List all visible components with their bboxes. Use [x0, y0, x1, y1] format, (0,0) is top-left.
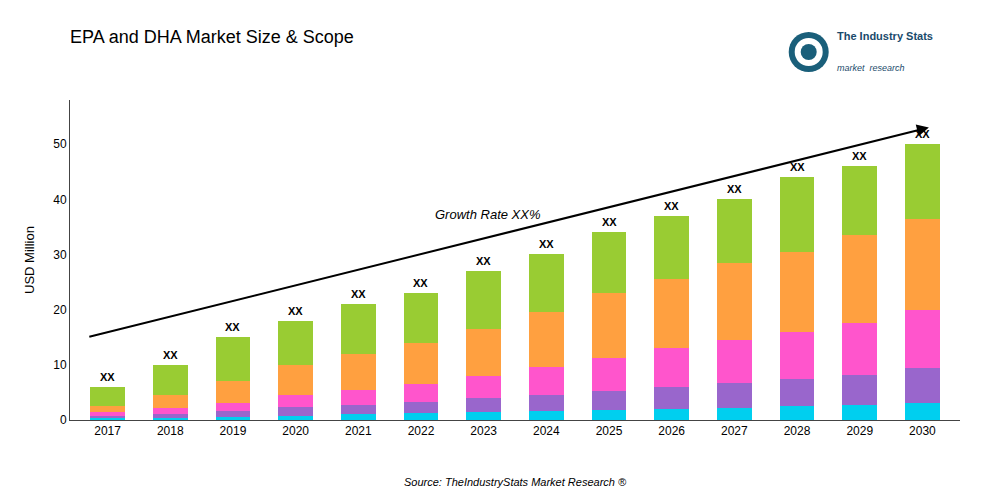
svg-text:XX: XX [727, 183, 742, 195]
svg-text:XX: XX [351, 288, 366, 300]
svg-text:2021: 2021 [345, 424, 372, 438]
svg-text:0: 0 [60, 413, 67, 427]
svg-text:XX: XX [790, 161, 805, 173]
svg-text:XX: XX [163, 349, 178, 361]
svg-text:2029: 2029 [846, 424, 873, 438]
svg-text:2019: 2019 [220, 424, 247, 438]
svg-text:2022: 2022 [408, 424, 435, 438]
svg-text:XX: XX [288, 305, 303, 317]
svg-text:2017: 2017 [94, 424, 121, 438]
svg-text:XX: XX [602, 216, 617, 228]
svg-text:XX: XX [664, 200, 679, 212]
svg-text:2023: 2023 [470, 424, 497, 438]
svg-text:2030: 2030 [909, 424, 936, 438]
svg-text:2018: 2018 [157, 424, 184, 438]
svg-text:USD Million: USD Million [22, 226, 37, 294]
svg-text:2026: 2026 [658, 424, 685, 438]
svg-text:50: 50 [53, 137, 67, 151]
svg-text:The Industry Stats: The Industry Stats [837, 30, 933, 42]
svg-text:XX: XX [852, 150, 867, 162]
svg-text:2024: 2024 [533, 424, 560, 438]
svg-text:XX: XX [100, 371, 115, 383]
svg-text:XX: XX [539, 238, 554, 250]
svg-text:40: 40 [53, 193, 67, 207]
svg-text:10: 10 [53, 358, 67, 372]
svg-text:market research: market research [837, 63, 905, 73]
svg-text:XX: XX [476, 255, 491, 267]
svg-text:XX: XX [225, 321, 240, 333]
svg-text:EPA and DHA Market Size & Scop: EPA and DHA Market Size & Scope [70, 27, 354, 47]
svg-text:Source: TheIndustryStats Marke: Source: TheIndustryStats Market Research… [404, 476, 627, 488]
svg-text:2025: 2025 [596, 424, 623, 438]
svg-text:2028: 2028 [784, 424, 811, 438]
svg-text:2020: 2020 [282, 424, 309, 438]
svg-text:XX: XX [413, 277, 428, 289]
svg-text:20: 20 [53, 303, 67, 317]
svg-text:XX: XX [915, 128, 930, 140]
svg-text:Growth Rate XX%: Growth Rate XX% [435, 207, 541, 222]
svg-text:30: 30 [53, 248, 67, 262]
svg-text:2027: 2027 [721, 424, 748, 438]
